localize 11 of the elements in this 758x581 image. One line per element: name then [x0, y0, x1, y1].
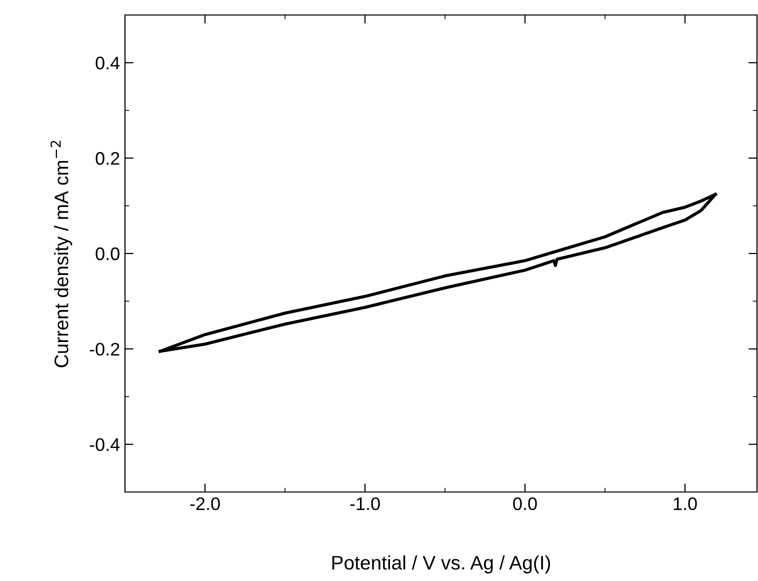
x-tick-label: 1.0	[674, 497, 697, 510]
y-tick-label: 0.0	[96, 247, 120, 260]
x-tick-label: -2.0	[190, 497, 220, 510]
x-tick-label: 0.0	[513, 497, 537, 510]
y-tick-label: -0.2	[90, 342, 120, 356]
y-tick-label: -0.4	[90, 438, 120, 452]
x-tick-label: -1.0	[350, 497, 380, 510]
x-axis-title: Potential / V vs. Ag / Ag(I)	[332, 555, 550, 574]
y-axis-title: Current density / mA cm$^{−2}$	[50, 140, 72, 368]
y-tick-label: 0.2	[96, 152, 120, 165]
y-tick-label: 0.4	[96, 56, 120, 70]
